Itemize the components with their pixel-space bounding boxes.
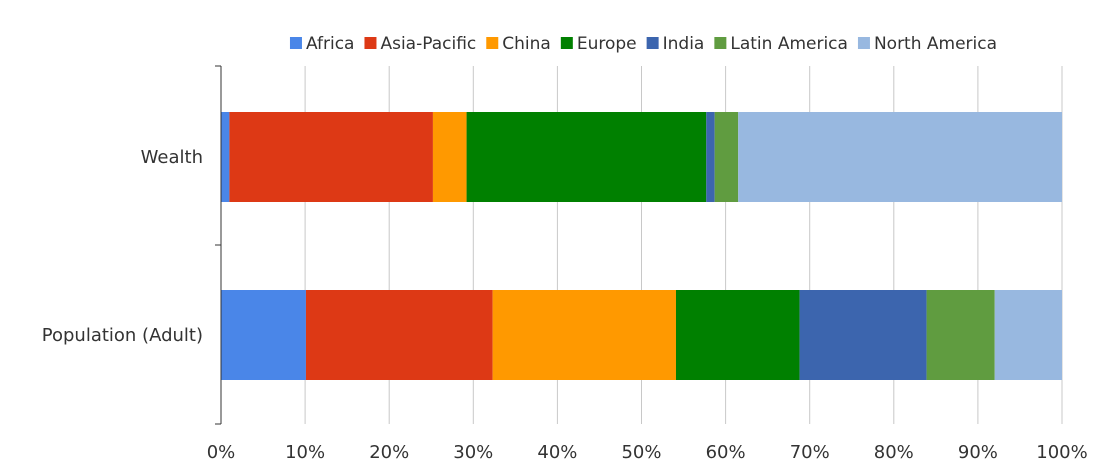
legend-label: Europe: [577, 34, 637, 54]
bar-segment: [492, 290, 676, 380]
x-tick-label: 50%: [621, 442, 661, 463]
bar-segment: [738, 112, 1062, 202]
x-tick-label: 100%: [1036, 442, 1087, 463]
legend-swatch: [857, 37, 870, 49]
legend-label: China: [502, 34, 551, 54]
category-labels: Wealth Population (Adult): [42, 147, 203, 346]
legend-swatch: [560, 37, 573, 49]
bar-segment: [221, 112, 230, 202]
bars: [221, 112, 1062, 380]
x-tick-label: 0%: [207, 442, 236, 463]
bar-segment: [714, 112, 739, 202]
bar-segment: [432, 112, 467, 202]
legend-swatch: [646, 37, 659, 49]
bar-segment: [994, 290, 1062, 380]
legend-label: North America: [874, 34, 997, 54]
bar-segment: [706, 112, 715, 202]
category-label: Wealth: [141, 147, 203, 168]
legend-label: Asia-Pacific: [380, 34, 476, 54]
x-tick-label: 90%: [958, 442, 998, 463]
legend-swatch: [714, 37, 727, 49]
x-tick-label: 70%: [790, 442, 830, 463]
legend-label: Latin America: [730, 34, 848, 54]
x-tick-label: 20%: [369, 442, 409, 463]
legend-swatch: [289, 37, 302, 49]
bar-segment: [305, 290, 493, 380]
legend: Africa Asia-Pacific China Europe India Latin …: [289, 34, 997, 54]
category-label: Population (Adult): [42, 325, 203, 346]
x-tick-labels: 0% 10% 20% 30% 40% 50% 60% 70% 80% 90% 100%: [207, 442, 1088, 463]
bar-segment: [466, 112, 707, 202]
legend-swatch: [364, 37, 377, 49]
legend-label: Africa: [306, 34, 355, 54]
x-tick-label: 10%: [285, 442, 325, 463]
x-tick-label: 60%: [706, 442, 746, 463]
bar-segment: [675, 290, 800, 380]
legend-swatch: [486, 37, 499, 49]
bar-segment: [926, 290, 995, 380]
bar-segment: [229, 112, 433, 202]
x-tick-label: 80%: [874, 442, 914, 463]
x-tick-label: 40%: [537, 442, 577, 463]
legend-label: India: [663, 34, 705, 54]
category-axis: [215, 65, 222, 425]
bar-segment: [799, 290, 927, 380]
x-tick-label: 30%: [453, 442, 493, 463]
bar-segment: [221, 290, 306, 380]
